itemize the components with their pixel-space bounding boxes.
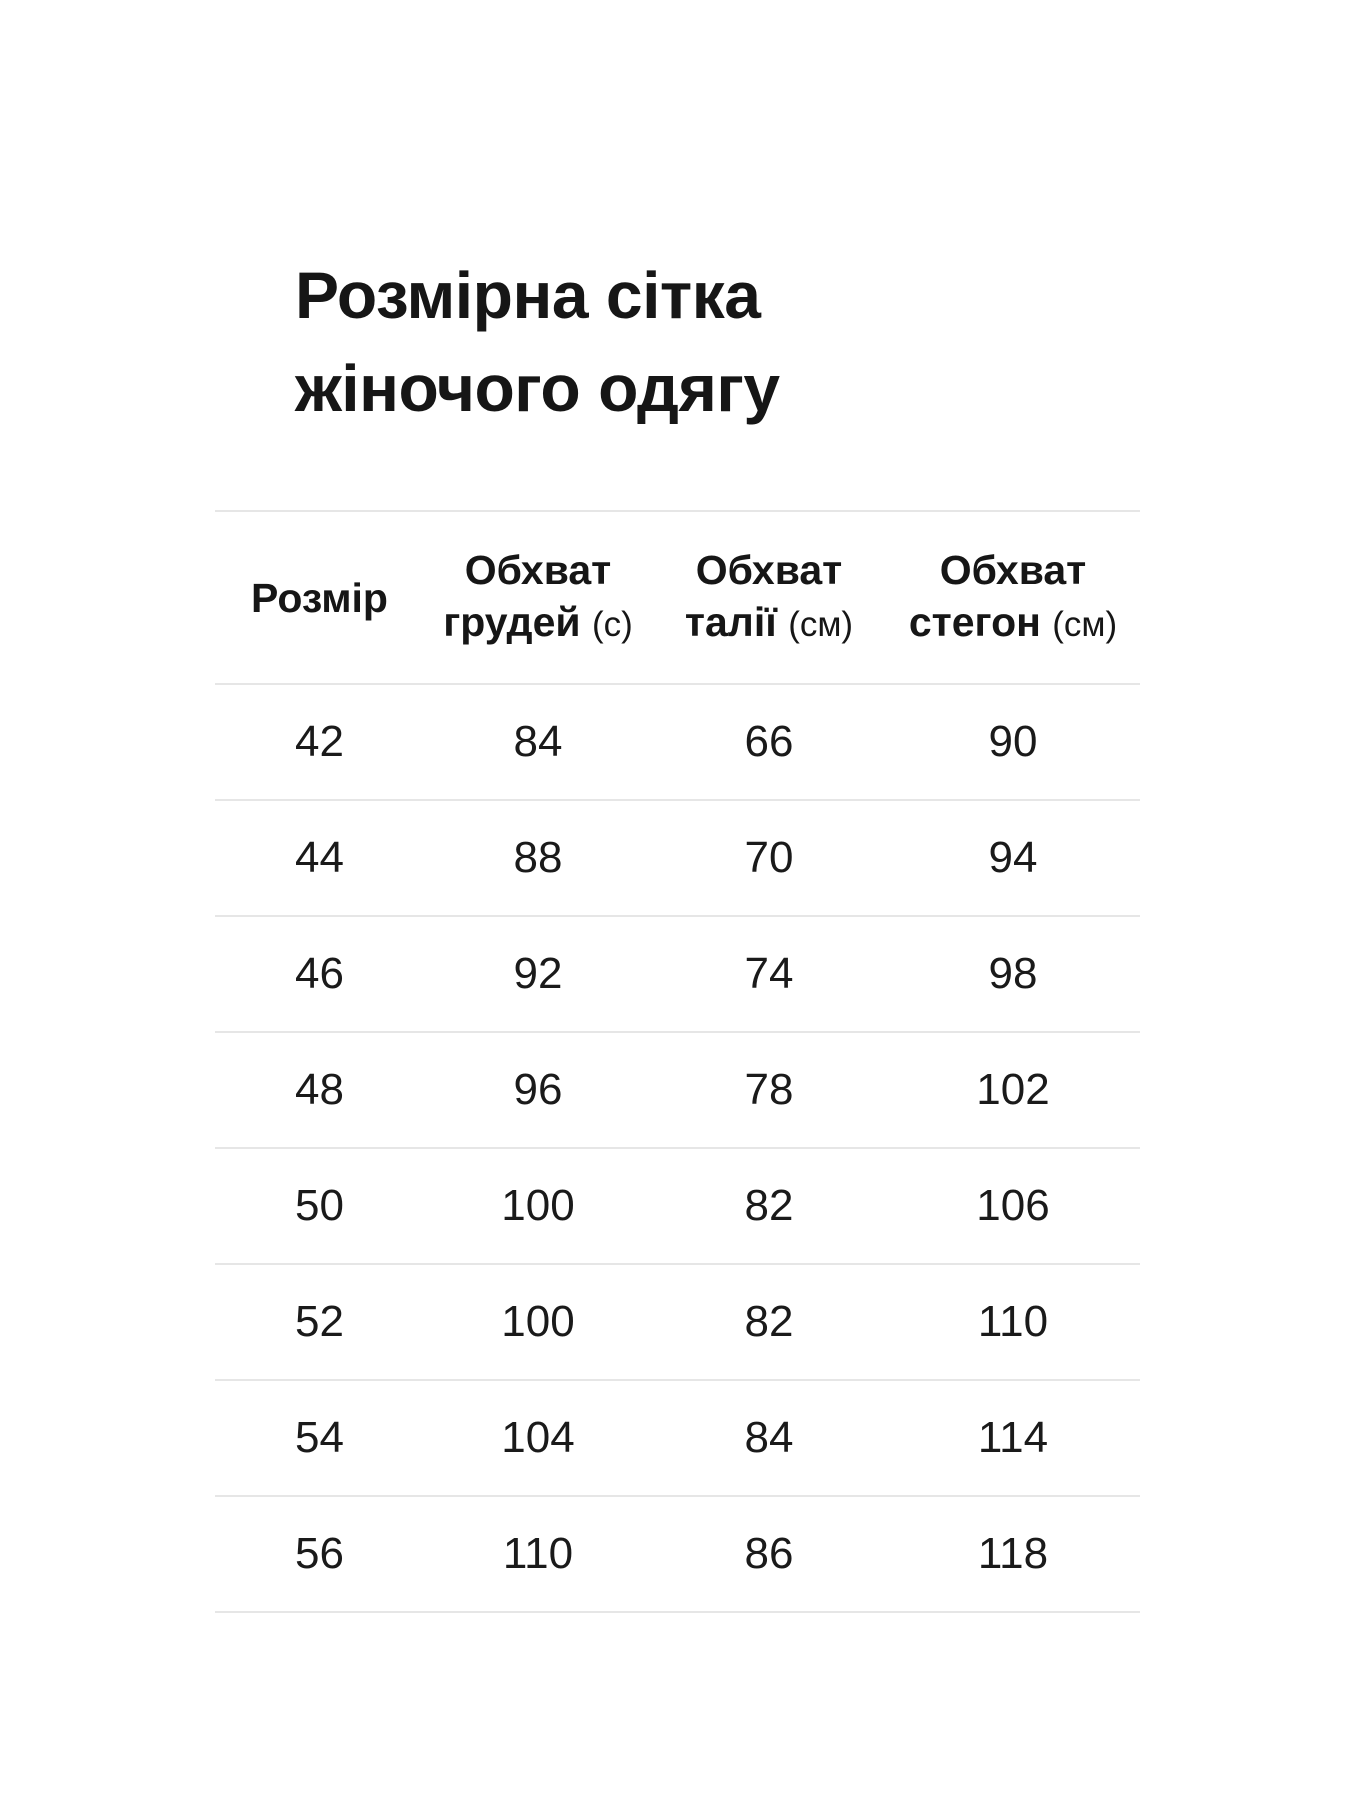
size-table-header: Розмір Обхват грудей (с) Обхват талії (с… [215,510,1140,685]
cell-waist: 66 [652,684,886,801]
page-title-line2: жіночого одягу [295,351,780,426]
cell-waist: 84 [652,1380,886,1497]
cell-chest: 110 [424,1496,652,1613]
cell-size: 42 [215,684,424,801]
size-table-body: 42 84 66 90 44 88 70 94 46 92 74 98 48 9… [215,684,1140,1613]
cell-size: 54 [215,1380,424,1497]
cell-size: 50 [215,1148,424,1265]
header-chest-unit: (с) [592,605,633,644]
header-hips-line2: стегон (см) [908,599,1118,645]
table-row: 48 96 78 102 [215,1032,1140,1149]
cell-chest: 84 [424,684,652,801]
size-table: Розмір Обхват грудей (с) Обхват талії (с… [215,510,1140,1613]
header-chest: Обхват грудей (с) [424,510,652,685]
cell-hips: 110 [886,1264,1140,1381]
cell-hips: 102 [886,1032,1140,1149]
cell-waist: 82 [652,1264,886,1381]
header-row: Розмір Обхват грудей (с) Обхват талії (с… [215,510,1140,685]
table-row: 44 88 70 94 [215,800,1140,917]
header-hips-line1: Обхват [939,547,1087,593]
cell-chest: 96 [424,1032,652,1149]
cell-hips: 94 [886,800,1140,917]
header-hips: Обхват стегон (см) [886,510,1140,685]
header-waist-line1: Обхват [695,547,843,593]
cell-waist: 82 [652,1148,886,1265]
cell-chest: 88 [424,800,652,917]
cell-hips: 118 [886,1496,1140,1613]
cell-hips: 106 [886,1148,1140,1265]
cell-size: 52 [215,1264,424,1381]
cell-chest: 100 [424,1148,652,1265]
header-hips-unit: (см) [1052,605,1118,644]
header-size: Розмір [215,510,424,685]
cell-size: 56 [215,1496,424,1613]
table-row: 54 104 84 114 [215,1380,1140,1497]
cell-waist: 78 [652,1032,886,1149]
table-row: 42 84 66 90 [215,684,1140,801]
cell-size: 44 [215,800,424,917]
cell-size: 48 [215,1032,424,1149]
cell-waist: 74 [652,916,886,1033]
table-row: 50 100 82 106 [215,1148,1140,1265]
cell-size: 46 [215,916,424,1033]
cell-hips: 98 [886,916,1140,1033]
page-title: Розмірна сітка жіночого одягу [295,249,780,435]
cell-waist: 70 [652,800,886,917]
page-title-line1: Розмірна сітка [295,258,761,333]
header-waist-line2: талії (см) [684,599,854,645]
cell-chest: 100 [424,1264,652,1381]
header-chest-line2: грудей (с) [443,599,633,645]
cell-hips: 90 [886,684,1140,801]
header-waist-unit: (см) [788,605,854,644]
cell-chest: 92 [424,916,652,1033]
cell-waist: 86 [652,1496,886,1613]
header-chest-line1: Обхват [464,547,612,593]
header-waist: Обхват талії (см) [652,510,886,685]
table-row: 52 100 82 110 [215,1264,1140,1381]
header-size-label: Розмір [251,574,388,621]
cell-chest: 104 [424,1380,652,1497]
table-row: 56 110 86 118 [215,1496,1140,1613]
table-row: 46 92 74 98 [215,916,1140,1033]
cell-hips: 114 [886,1380,1140,1497]
